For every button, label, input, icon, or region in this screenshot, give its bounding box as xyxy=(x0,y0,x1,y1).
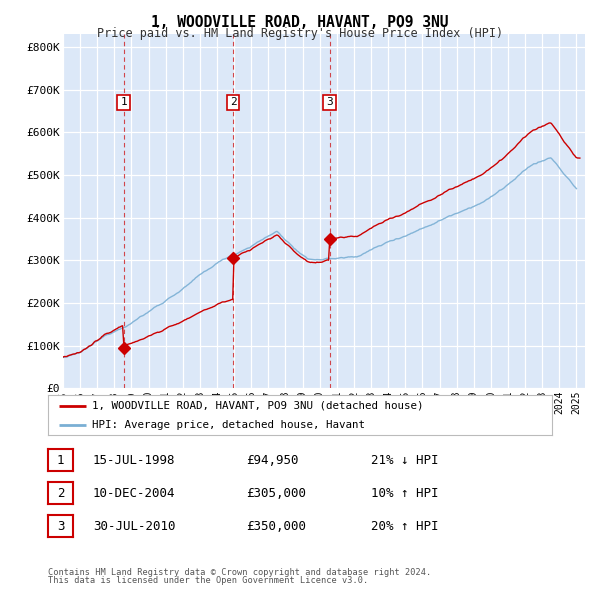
Text: HPI: Average price, detached house, Havant: HPI: Average price, detached house, Hava… xyxy=(92,420,365,430)
Text: £94,950: £94,950 xyxy=(246,454,299,467)
Text: This data is licensed under the Open Government Licence v3.0.: This data is licensed under the Open Gov… xyxy=(48,576,368,585)
Text: 10% ↑ HPI: 10% ↑ HPI xyxy=(371,487,438,500)
Text: 1, WOODVILLE ROAD, HAVANT, PO9 3NU: 1, WOODVILLE ROAD, HAVANT, PO9 3NU xyxy=(151,15,449,30)
Text: Price paid vs. HM Land Registry's House Price Index (HPI): Price paid vs. HM Land Registry's House … xyxy=(97,27,503,40)
Text: 1: 1 xyxy=(120,97,127,107)
Text: 10-DEC-2004: 10-DEC-2004 xyxy=(93,487,176,500)
Text: 30-JUL-2010: 30-JUL-2010 xyxy=(93,520,176,533)
Text: 3: 3 xyxy=(326,97,333,107)
Text: Contains HM Land Registry data © Crown copyright and database right 2024.: Contains HM Land Registry data © Crown c… xyxy=(48,568,431,577)
Text: 21% ↓ HPI: 21% ↓ HPI xyxy=(371,454,438,467)
Text: 15-JUL-1998: 15-JUL-1998 xyxy=(93,454,176,467)
Text: 2: 2 xyxy=(230,97,236,107)
Text: £305,000: £305,000 xyxy=(246,487,306,500)
Text: 3: 3 xyxy=(57,520,64,533)
Text: 2: 2 xyxy=(57,487,64,500)
Text: 20% ↑ HPI: 20% ↑ HPI xyxy=(371,520,438,533)
Text: £350,000: £350,000 xyxy=(246,520,306,533)
Text: 1: 1 xyxy=(57,454,64,467)
Text: 1, WOODVILLE ROAD, HAVANT, PO9 3NU (detached house): 1, WOODVILLE ROAD, HAVANT, PO9 3NU (deta… xyxy=(92,401,424,411)
